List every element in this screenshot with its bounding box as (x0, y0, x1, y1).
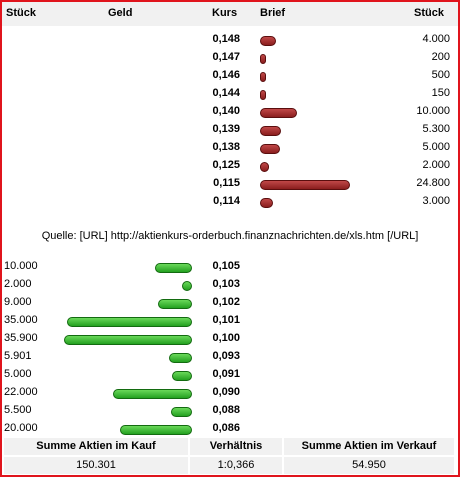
bid-stueck: 20.000 (4, 422, 38, 434)
bid-row: 5.500 0,088 (2, 402, 458, 420)
bid-kurs: 0,086 (212, 422, 240, 434)
bid-row: 35.900 0,100 (2, 330, 458, 348)
ask-kurs: 0,114 (213, 195, 240, 207)
bid-volume-bar (158, 299, 192, 309)
header-kurs: Kurs (212, 7, 238, 19)
bid-volume-bar (172, 371, 192, 381)
ask-kurs: 0,144 (212, 87, 240, 99)
ask-volume-bar (260, 36, 276, 46)
footer-kauf-label: Summe Aktien im Kauf (4, 438, 188, 455)
ask-row: 0,146 500 (2, 67, 458, 85)
ask-kurs: 0,139 (212, 123, 240, 135)
ask-row: 0,140 10.000 (2, 103, 458, 121)
ask-kurs: 0,147 (212, 51, 240, 63)
ask-stueck: 24.800 (416, 177, 450, 189)
bid-row: 20.000 0,086 (2, 420, 458, 438)
bid-kurs: 0,088 (212, 404, 240, 416)
footer-ratio-value: 1:0,366 (190, 457, 282, 474)
ask-kurs: 0,125 (212, 159, 240, 171)
ask-row: 0,139 5.300 (2, 121, 458, 139)
bid-volume-bar (64, 335, 192, 345)
ask-kurs: 0,115 (213, 177, 240, 189)
ask-volume-bar (260, 72, 266, 82)
ask-row: 0,147 200 (2, 49, 458, 67)
bid-kurs: 0,101 (212, 314, 240, 326)
header-geld: Geld (108, 7, 133, 19)
ask-row: 0,114 3.000 (2, 193, 458, 211)
ask-kurs: 0,148 (212, 33, 240, 45)
ask-stueck: 200 (431, 51, 450, 63)
bid-row: 5.000 0,091 (2, 366, 458, 384)
ask-row: 0,125 2.000 (2, 157, 458, 175)
bid-kurs: 0,102 (212, 296, 240, 308)
bid-stueck: 9.000 (4, 296, 32, 308)
table-header: Stück Geld Kurs Brief Stück (2, 2, 458, 26)
bid-stueck: 22.000 (4, 386, 38, 398)
bid-stueck: 35.900 (4, 332, 38, 344)
bid-volume-bar (120, 425, 192, 435)
ask-stueck: 10.000 (416, 105, 450, 117)
footer-verkauf-value: 54.950 (284, 457, 454, 474)
bid-stueck: 5.901 (4, 350, 32, 362)
bid-kurs: 0,103 (212, 278, 240, 290)
ask-row: 0,144 150 (2, 85, 458, 103)
footer-ratio-label: Verhältnis (190, 438, 282, 455)
bid-stueck: 2.000 (4, 278, 32, 290)
bid-kurs: 0,090 (212, 386, 240, 398)
bid-volume-bar (169, 353, 192, 363)
bid-volume-bar (171, 407, 192, 417)
ask-volume-bar (260, 54, 266, 64)
ask-row: 0,138 5.000 (2, 139, 458, 157)
bid-kurs: 0,093 (212, 350, 240, 362)
ask-stueck: 4.000 (422, 33, 450, 45)
ask-volume-bar (260, 144, 280, 154)
ask-row: 0,148 4.000 (2, 31, 458, 49)
bid-stueck: 35.000 (4, 314, 38, 326)
ask-stueck: 5.000 (422, 141, 450, 153)
ask-kurs: 0,146 (212, 69, 240, 81)
bid-volume-bar (155, 263, 192, 273)
header-brief: Brief (260, 7, 286, 19)
ask-kurs: 0,138 (212, 141, 240, 153)
ask-stueck: 2.000 (422, 159, 450, 171)
footer-verkauf-label: Summe Aktien im Verkauf (284, 438, 454, 455)
ask-stueck: 150 (431, 87, 450, 99)
bid-row: 10.000 0,105 (2, 258, 458, 276)
header-stueck-left: Stück (6, 7, 36, 19)
ask-stueck: 3.000 (422, 195, 450, 207)
bid-row: 35.000 0,101 (2, 312, 458, 330)
bid-kurs: 0,100 (212, 332, 240, 344)
ask-volume-bar (260, 198, 273, 208)
header-stueck-right: Stück (414, 7, 444, 19)
bid-row: 5.901 0,093 (2, 348, 458, 366)
bid-volume-bar (113, 389, 192, 399)
ask-volume-bar (260, 180, 350, 190)
ask-volume-bar (260, 162, 269, 172)
bid-stueck: 10.000 (4, 260, 38, 272)
bid-stueck: 5.500 (4, 404, 32, 416)
ask-stueck: 5.300 (422, 123, 450, 135)
source-note: Quelle: [URL] http://aktienkurs-orderbuc… (41, 230, 419, 242)
bid-row: 22.000 0,090 (2, 384, 458, 402)
bid-kurs: 0,091 (212, 368, 240, 380)
ask-volume-bar (260, 90, 266, 100)
bid-volume-bar (182, 281, 192, 291)
bid-volume-bar (67, 317, 192, 327)
ask-volume-bar (260, 108, 297, 118)
bid-kurs: 0,105 (212, 260, 240, 272)
ask-kurs: 0,140 (212, 105, 240, 117)
footer-kauf-value: 150.301 (4, 457, 188, 474)
ask-stueck: 500 (431, 69, 450, 81)
ask-volume-bar (260, 126, 281, 136)
bid-row: 9.000 0,102 (2, 294, 458, 312)
bid-stueck: 5.000 (4, 368, 32, 380)
ask-row: 0,115 24.800 (2, 175, 458, 193)
bid-row: 2.000 0,103 (2, 276, 458, 294)
